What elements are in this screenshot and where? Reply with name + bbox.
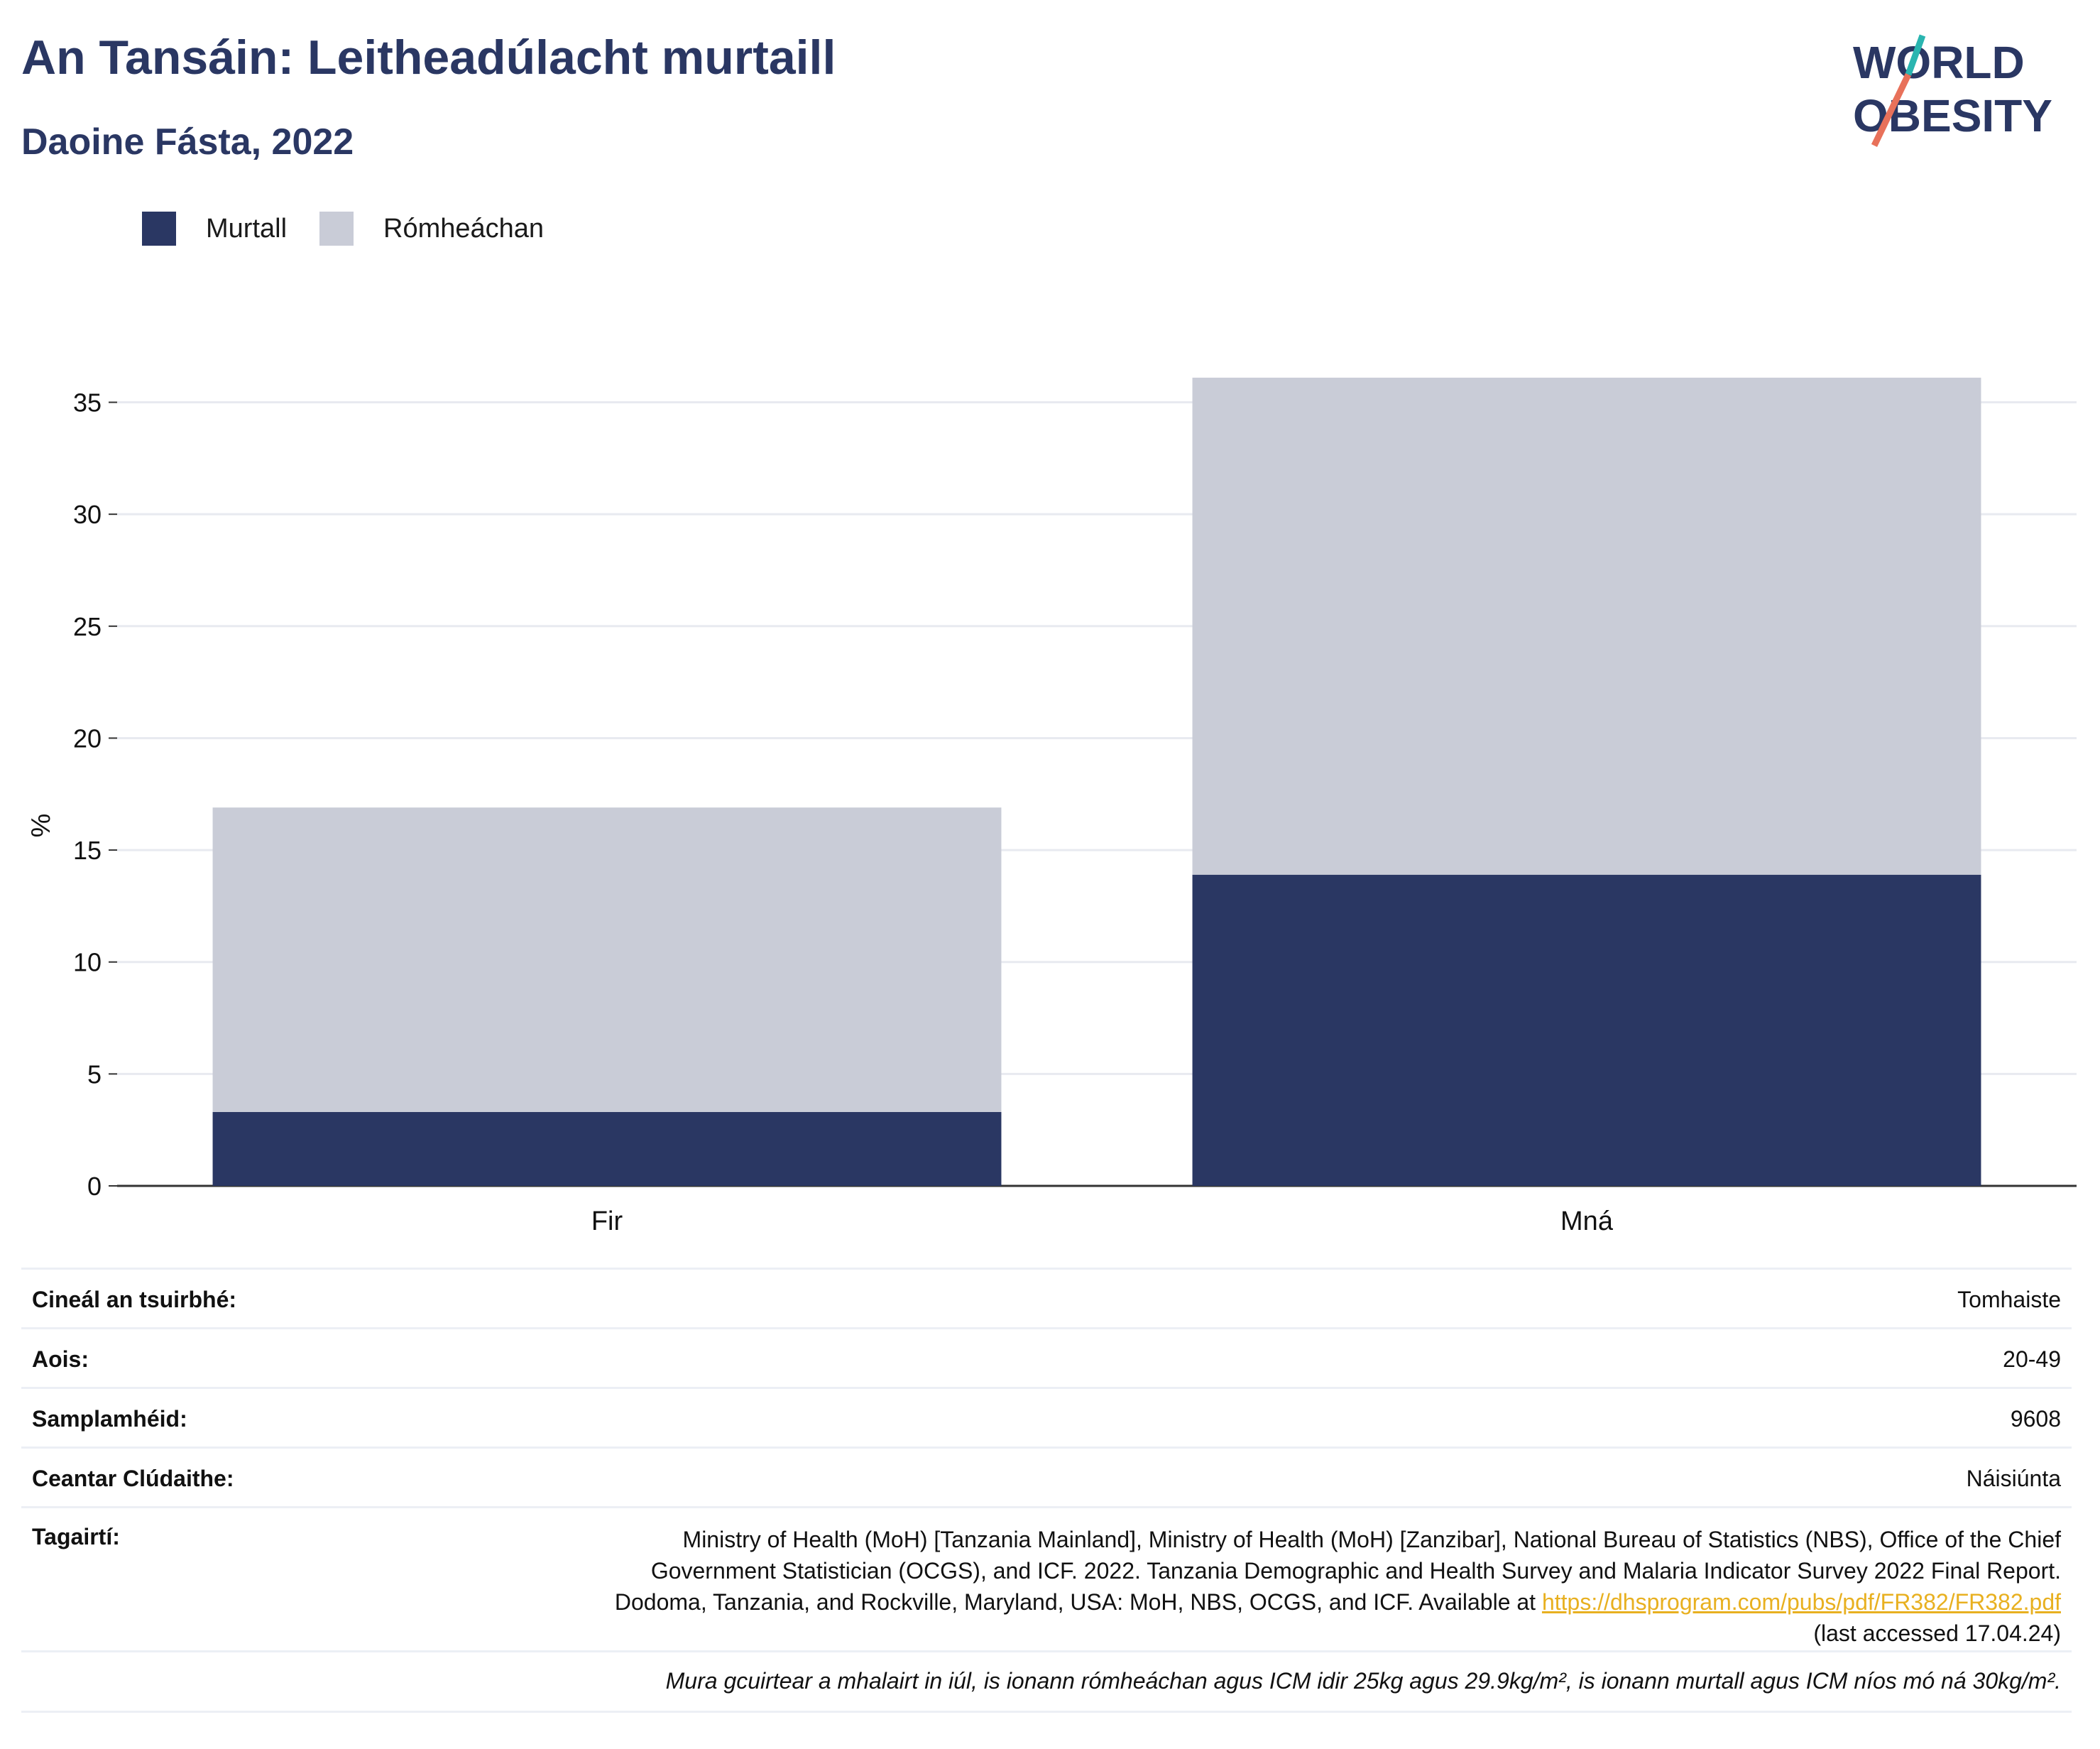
legend-label-romheachan: Rómheáchan [383, 213, 545, 244]
meta-value: 20-49 [2003, 1346, 2061, 1372]
survey-details-table: Cineál an tsuirbhé: Tomhaiste Aois: 20-4… [21, 1268, 2072, 1713]
x-tick-label: Mná [1560, 1206, 1614, 1236]
y-tick-label: 5 [87, 1059, 102, 1089]
legend-item-romheachan[interactable]: Rómheáchan [319, 212, 544, 246]
y-tick-label: 15 [73, 836, 102, 865]
y-tick-label: 35 [73, 388, 102, 418]
meta-value: Náisiúnta [1966, 1466, 2061, 1491]
reference-citation: Ministry of Health (MoH) [Tanzania Mainl… [614, 1527, 2061, 1615]
x-axis-ticks: Fir Mná [591, 1206, 1614, 1236]
x-tick-label: Fir [591, 1206, 623, 1236]
legend-item-murtall[interactable]: Murtall [142, 212, 287, 246]
meta-key: Cineál an tsuirbhé: [32, 1287, 237, 1312]
y-tick-label: 0 [87, 1172, 102, 1201]
meta-value: 9608 [2010, 1406, 2061, 1432]
meta-row-survey-type: Cineál an tsuirbhé: Tomhaiste [21, 1268, 2072, 1327]
meta-key: Tagairtí: [32, 1524, 120, 1549]
logo-slash-teal [1905, 34, 1926, 76]
world-obesity-logo: WORLD OBESITY [1853, 34, 2052, 147]
bar-r-mhe-chan-fir [212, 807, 1002, 1112]
stacked-bar-chart: 0 5 10 15 20 25 30 35 Fir Mná % [26, 377, 2077, 1236]
y-tick-label: 20 [73, 724, 102, 753]
page-title: An Tansáin: Leitheadúlacht murtaill [21, 31, 836, 85]
bar-r-mhe-chan-mn- [1192, 377, 1981, 875]
y-tick-label: 25 [73, 612, 102, 641]
legend-swatch-murtall [142, 212, 176, 246]
reference-link[interactable]: https://dhsprogram.com/pubs/pdf/FR382/FR… [1541, 1589, 2061, 1615]
definition-note: Mura gcuirtear a mhalairt in iúl, is ion… [21, 1650, 2072, 1713]
meta-key: Samplamhéid: [32, 1406, 187, 1432]
reference-text: Ministry of Health (MoH) [Tanzania Mainl… [584, 1524, 2061, 1649]
meta-key: Ceantar Clúdaithe: [32, 1466, 234, 1491]
meta-row-age: Aois: 20-49 [21, 1327, 2072, 1387]
logo-world-text: WORLD [1853, 37, 2025, 88]
meta-row-area-covered: Ceantar Clúdaithe: Náisiúnta [21, 1446, 2072, 1506]
page-subtitle: Daoine Fásta, 2022 [21, 121, 354, 163]
meta-row-references: Tagairtí: Ministry of Health (MoH) [Tanz… [21, 1506, 2072, 1650]
logo-slash-coral [1871, 73, 1912, 147]
meta-row-sample-size: Samplamhéid: 9608 [21, 1387, 2072, 1446]
legend-label-murtall: Murtall [206, 213, 288, 244]
bar-murtall-fir [212, 1111, 1002, 1186]
legend-swatch-romheachan [319, 212, 354, 246]
chart-legend: Murtall Rómheáchan [142, 212, 576, 246]
y-tick-label: 30 [73, 500, 102, 529]
y-axis-label: % [26, 814, 56, 838]
bar-murtall-mn- [1192, 874, 1981, 1186]
y-axis-ticks: 0 5 10 15 20 25 30 35 [73, 388, 117, 1201]
meta-value: Tomhaiste [1957, 1287, 2061, 1312]
reference-accessed: (last accessed 17.04.24) [1813, 1620, 2061, 1646]
meta-key: Aois: [32, 1346, 89, 1372]
y-tick-label: 10 [73, 948, 102, 977]
chart-bars [212, 377, 1981, 1186]
